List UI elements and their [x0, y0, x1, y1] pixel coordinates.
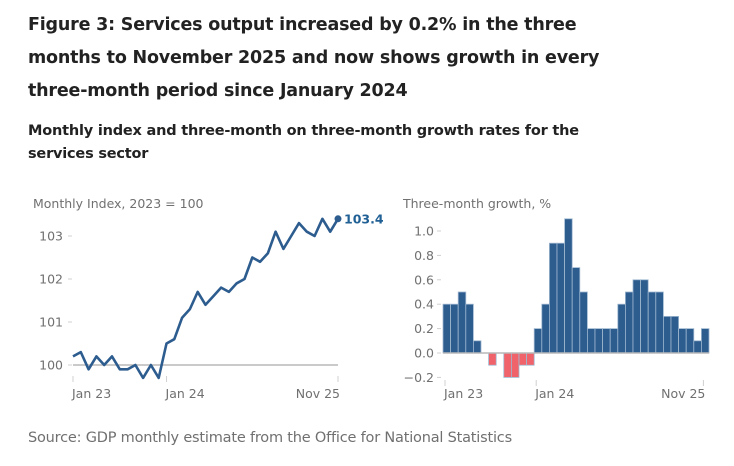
- bar-chart-x-axis: Jan 23 Jan 24 Nov 25: [443, 380, 705, 401]
- bar-jan-23: [442, 303, 451, 354]
- bar-may-25: [655, 291, 664, 354]
- bar-chart-ytick-label: 0.4: [414, 297, 434, 312]
- bar-nov-23: [518, 352, 527, 366]
- bar-aug-25: [678, 328, 687, 354]
- line-series-end-marker: [334, 215, 342, 223]
- bar-aug-24: [587, 328, 596, 354]
- bar-chart-ytick-label: 0.6: [414, 272, 434, 287]
- bar-dec-23: [526, 352, 535, 366]
- line-chart-xtick-label: Jan 24: [165, 386, 205, 401]
- bar-sep-24: [594, 328, 603, 354]
- bar-jul-23: [488, 352, 497, 366]
- bar-mar-24: [549, 242, 558, 354]
- bar-apr-25: [647, 291, 657, 354]
- bar-feb-24: [541, 303, 550, 354]
- bar-chart-ytick-label: 0.2: [414, 321, 434, 336]
- line-chart: Monthly Index, 2023 = 100 100 101 102 103 J…: [33, 196, 384, 401]
- bar-jul-25: [670, 315, 679, 354]
- line-chart-xtick-label: Jan 23: [71, 386, 111, 401]
- bar-jul-24: [579, 291, 588, 354]
- line-chart-y-axis: 100 101 102 103: [39, 229, 72, 373]
- bar-oct-25: [693, 340, 702, 354]
- line-chart-ylabel: Monthly Index, 2023 = 100: [33, 196, 204, 211]
- bar-jun-25: [663, 315, 672, 354]
- line-chart-ytick-label: 101: [39, 315, 63, 330]
- line-chart-ytick-label: 102: [39, 272, 63, 287]
- bar-apr-23: [465, 303, 474, 354]
- bar-mar-25: [640, 279, 649, 354]
- bar-chart-y-axis: −0.2 0.0 0.2 0.4 0.6 0.8 1.0: [404, 224, 441, 385]
- bar-chart-ytick-label: −0.2: [404, 370, 434, 385]
- bar-feb-23: [450, 303, 459, 354]
- bar-jan-24: [533, 328, 543, 354]
- figure-subtitle: Monthly index and three-month on three-m…: [28, 123, 579, 162]
- bar-sep-23: [503, 352, 512, 378]
- bar-may-23: [472, 340, 482, 354]
- bar-jan-25: [625, 291, 634, 354]
- figure-title: Figure 3: Services output increased by 0…: [28, 15, 600, 101]
- bar-may-24: [564, 218, 573, 354]
- line-chart-xtick-label: Nov 25: [296, 386, 340, 401]
- bar-chart-xtick-label: Jan 23: [443, 386, 483, 401]
- bar-oct-23: [510, 352, 520, 378]
- source-note: Source: GDP monthly estimate from the Of…: [28, 430, 512, 446]
- bar-jun-24: [571, 267, 581, 354]
- bar-chart-ytick-label: 0.0: [414, 346, 434, 361]
- bar-chart-xtick-label: Jan 24: [534, 386, 574, 401]
- bar-feb-25: [632, 279, 641, 354]
- line-chart-ytick-label: 100: [39, 358, 63, 373]
- bar-mar-23: [457, 291, 467, 354]
- line-chart-x-axis: Jan 23 Jan 24 Nov 25: [71, 376, 340, 401]
- bar-chart-xtick-label: Nov 25: [661, 386, 705, 401]
- bar-chart-ytick-label: 0.8: [414, 248, 434, 263]
- bar-chart-ylabel: Three-month growth, %: [402, 196, 551, 211]
- bar-sep-25: [685, 328, 695, 354]
- bar-chart: Three-month growth, % −0.2 0.0 0.2 0.4 0.6 0.…: [402, 196, 710, 401]
- line-series: [72, 217, 340, 380]
- bar-nov-24: [609, 328, 619, 354]
- bar-oct-24: [602, 328, 611, 354]
- bar-dec-24: [617, 303, 626, 354]
- line-chart-ytick-label: 103: [39, 229, 63, 244]
- bar-apr-24: [556, 242, 565, 354]
- line-series-end-label: 103.4: [344, 211, 384, 226]
- bar-chart-ytick-label: 1.0: [414, 224, 434, 239]
- bar-nov-25: [701, 328, 710, 354]
